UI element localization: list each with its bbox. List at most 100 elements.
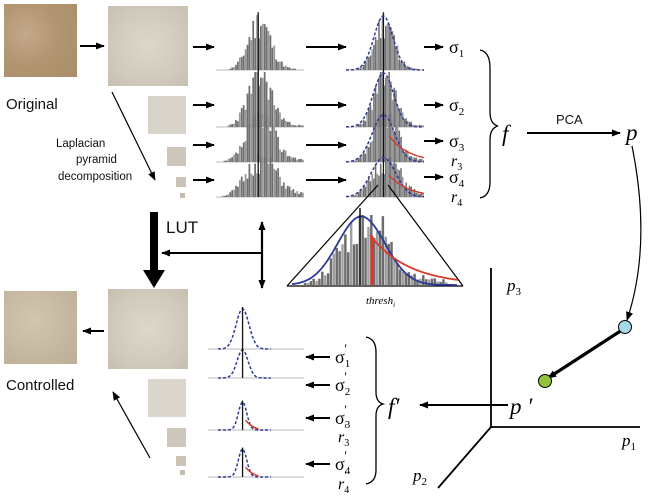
- histogram-bar: [231, 190, 234, 197]
- zoom-histogram-bar: [303, 282, 307, 285]
- histogram-level-4: [216, 155, 304, 198]
- histogram-bar: [412, 190, 414, 197]
- histogram-bar: [271, 163, 274, 197]
- zoom-tail-curve: [369, 234, 459, 281]
- histogram-bar: [281, 152, 283, 162]
- histogram-bar: [227, 159, 230, 162]
- histogram-bar: [250, 93, 253, 127]
- histogram-bar: [393, 87, 396, 127]
- histogram-bar: [357, 158, 360, 162]
- histogram-bar: [254, 116, 256, 162]
- histogram-bar: [403, 185, 406, 197]
- histogram-bar: [368, 176, 370, 197]
- histogram-bar: [300, 158, 302, 162]
- histogram-bar: [371, 173, 373, 197]
- zoom-gaussian-curve: [291, 215, 457, 286]
- histogram-bar: [265, 114, 268, 162]
- histogram-bar: [284, 120, 287, 127]
- histogram-bar: [286, 156, 289, 162]
- histogram-bar: [401, 149, 404, 162]
- histogram-bar: [373, 44, 375, 70]
- histogram-bar: [388, 24, 390, 70]
- histogram-bar: [422, 192, 424, 197]
- histogram-bar: [263, 72, 266, 127]
- histogram-bar: [229, 124, 232, 127]
- histogram-bar: [260, 25, 262, 70]
- histogram-bar: [244, 49, 247, 70]
- histogram-bar: [288, 121, 291, 127]
- zoom-histogram-bar: [430, 278, 434, 285]
- histogram-bar: [252, 20, 255, 70]
- histogram-bar: [410, 67, 412, 70]
- histogram-bar: [267, 31, 270, 71]
- histogram-bar: [371, 140, 373, 162]
- histogram-bar: [288, 186, 291, 197]
- histogram-bar: [412, 124, 414, 127]
- histogram-bar: [229, 192, 232, 197]
- histogram-bar: [231, 67, 234, 70]
- histogram-bar: [354, 195, 357, 197]
- zoom-histogram-bar: [367, 226, 370, 285]
- histogram-bar: [275, 59, 278, 70]
- histogram-bar: [420, 158, 423, 162]
- histogram-bar: [290, 124, 293, 127]
- sigma3-label: σ3: [449, 131, 465, 154]
- histogram-bar: [359, 124, 362, 127]
- histogram-bar: [412, 157, 414, 162]
- projected-point: [538, 374, 552, 388]
- generated-gaussian: [218, 448, 271, 478]
- histogram-bar: [410, 121, 412, 127]
- histogram-bar: [366, 145, 368, 162]
- histogram-bar: [388, 157, 390, 197]
- r4-prime-label: r4′: [338, 468, 349, 496]
- histogram-bar: [417, 125, 419, 127]
- histogram-bar: [352, 160, 355, 162]
- thresh-label: threshi: [366, 295, 395, 309]
- histogram-bar: [265, 157, 268, 197]
- histogram-level-1: [216, 12, 304, 71]
- histogram-bar: [369, 105, 372, 127]
- arrow-pyramid-decomposition: [111, 91, 156, 181]
- pyramid-level-4-texture: [176, 177, 186, 187]
- histogram-bar: [393, 35, 396, 70]
- zoom-histogram-bar: [341, 244, 344, 285]
- histogram-bar: [284, 188, 287, 197]
- histogram-bar: [381, 120, 384, 162]
- zoom-histogram-bar: [364, 237, 367, 285]
- histogram-bar: [396, 126, 399, 162]
- zoom-histogram-bar: [442, 279, 445, 285]
- zoom-histogram-bar: [390, 241, 393, 285]
- histogram-bar: [229, 158, 232, 162]
- histogram-bar: [364, 186, 367, 197]
- tail-fit-curve: [388, 135, 425, 159]
- brace-sigma-prime-set: [365, 336, 386, 485]
- histogram-bar: [403, 119, 406, 127]
- histogram-bar: [400, 107, 402, 127]
- zoom-histogram-bar: [326, 273, 330, 285]
- histogram-bar: [242, 55, 245, 70]
- histogram-bar: [231, 157, 234, 162]
- zoom-histogram-bar: [312, 278, 315, 285]
- histogram-bar: [362, 120, 365, 127]
- histogram-bar: [273, 105, 276, 127]
- histogram-bar: [248, 123, 251, 162]
- histogram-bar: [403, 152, 406, 162]
- zoom-histogram-bar: [329, 258, 333, 285]
- histogram-bar: [422, 159, 424, 162]
- histogram-bar: [298, 124, 300, 127]
- histogram-bar: [263, 157, 266, 197]
- controlled-level-2-texture: [148, 379, 186, 417]
- histogram-bar: [386, 127, 389, 162]
- histogram-bar: [258, 174, 260, 197]
- pca-label: PCA: [556, 112, 583, 127]
- histogram-bar: [281, 185, 283, 197]
- histogram-bar: [398, 109, 401, 127]
- histogram-bar: [373, 178, 375, 197]
- histogram-bar: [376, 93, 379, 127]
- histogram-bar: [357, 124, 360, 127]
- zoom-histogram-bar: [323, 275, 327, 285]
- histogram-bar: [364, 153, 367, 162]
- histogram-bar: [269, 157, 272, 197]
- histogram-bar: [248, 36, 251, 70]
- histogram-bar: [235, 185, 237, 197]
